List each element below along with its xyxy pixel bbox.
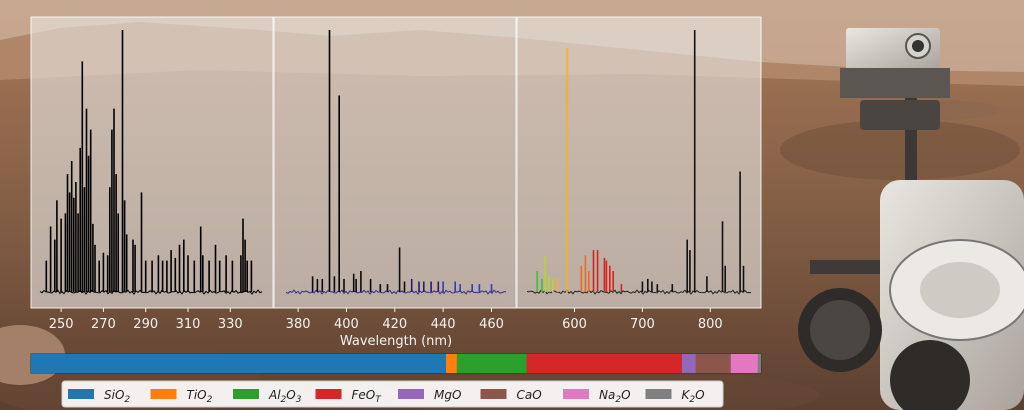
rover-illustration: [798, 28, 1024, 410]
tick-label: 420: [382, 317, 407, 332]
tick-label: 250: [49, 317, 74, 332]
legend-label: Na2O: [599, 388, 631, 405]
composition-bar: [30, 353, 762, 374]
tick-label: 600: [562, 317, 587, 332]
tick-label: 330: [218, 317, 243, 332]
legend-swatch: [563, 389, 589, 399]
composition-segment: [695, 354, 731, 373]
tick-label: 270: [91, 317, 116, 332]
spectrum-baseline: [526, 289, 752, 295]
tick-label: 380: [286, 317, 311, 332]
wavelength-ticks: 250 270 290 310 330 380 400 420 440 460 600 700 800: [49, 308, 723, 332]
legend-label: TiO2: [187, 388, 213, 405]
composition-segment: [446, 354, 457, 373]
tick-label: 400: [334, 317, 359, 332]
legend-swatch: [645, 389, 672, 399]
tick-label: 700: [630, 317, 655, 332]
legend-label: MgO: [434, 388, 461, 402]
legend-label: CaO: [517, 388, 542, 402]
legend-label: K2O: [682, 388, 705, 405]
spectrum-panels: [30, 16, 762, 309]
legend-swatch: [480, 389, 507, 399]
composition-segment: [526, 354, 682, 373]
composition-segment: [681, 354, 696, 373]
legend: SiO2 TiO2 Al2O3 FeOT MgO CaO Na2O K2O: [61, 380, 724, 408]
legend-label: SiO2: [104, 388, 130, 405]
tick-label: 800: [698, 317, 723, 332]
legend-label: FeOT: [352, 388, 383, 405]
tick-label: 460: [479, 317, 504, 332]
composition-segment: [31, 354, 446, 373]
tick-label: 290: [133, 317, 158, 332]
legend-label: Al2O3: [268, 388, 302, 405]
x-axis-label: Wavelength (nm): [340, 334, 452, 349]
panel-visible-nir: [516, 16, 762, 309]
panel-violet: [273, 16, 517, 309]
legend-swatch: [150, 389, 177, 399]
legend-swatch: [315, 389, 342, 399]
legend-swatch: [68, 389, 94, 399]
legend-swatch: [398, 389, 424, 399]
spectrum-baseline: [285, 289, 507, 295]
tick-label: 440: [431, 317, 456, 332]
composition-segment: [456, 354, 527, 373]
composition-segment: [757, 354, 761, 373]
spectra-traces: [39, 30, 752, 295]
tick-label: 310: [176, 317, 201, 332]
spectrum-baseline: [39, 289, 263, 295]
legend-swatch: [233, 389, 259, 399]
composition-segment: [730, 354, 758, 373]
